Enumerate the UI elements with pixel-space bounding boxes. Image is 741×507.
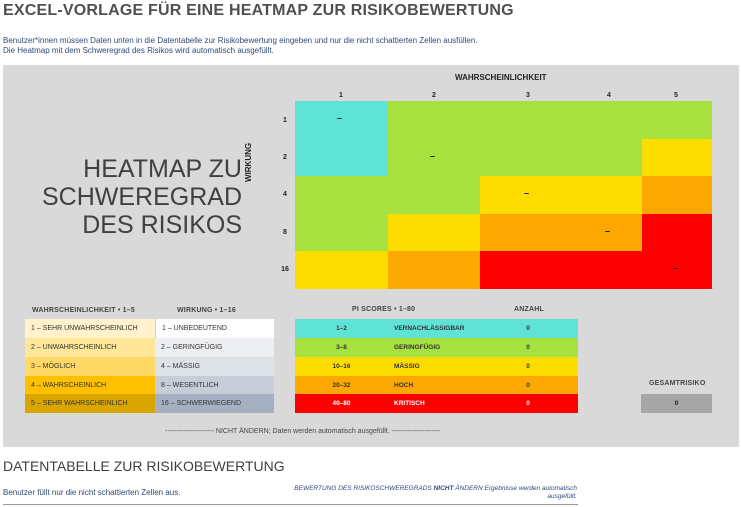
y-label-8: 8	[283, 229, 287, 236]
pi-range: 3–8	[295, 338, 388, 357]
impact-item: 8 – WESENTLICH	[155, 376, 274, 394]
impact-item: 1 – UNBEDEUTEND	[155, 319, 274, 338]
heatmap-grid: – – – – –	[295, 101, 712, 289]
heatmap-marker: –	[673, 263, 679, 273]
pi-label: MÄSSIG	[388, 357, 478, 376]
heatmap-cell	[295, 101, 388, 139]
y-axis-title: WIRKUNG	[244, 142, 253, 182]
pi-label: GERINGFÜGIG	[388, 338, 478, 357]
heatmap-marker: –	[430, 151, 436, 161]
x-axis-title: WAHRSCHEINLICHKEIT	[455, 73, 547, 82]
intro-text: Benutzer*innen müssen Daten unten in die…	[3, 36, 478, 56]
impact-item: 4 – MÄSSIG	[155, 357, 274, 376]
page-title: EXCEL-VORLAGE FÜR EINE HEATMAP ZUR RISIK…	[3, 2, 514, 19]
datatable-right-note: BEWERTUNG DES RISIKOSCHWEREGRADS NICHT Ä…	[290, 485, 577, 501]
datatable-title: DATENTABELLE ZUR RISIKOBEWERTUNG	[3, 458, 285, 474]
pi-label: VERNACHLÄSSIGBAR	[388, 319, 478, 338]
likelihood-item: 1 – SEHR UNWAHRSCHEINLICH	[25, 319, 155, 338]
heatmap-cell	[642, 214, 712, 251]
pi-label: KRITISCH	[388, 394, 478, 413]
likelihood-item: 4 – WAHRSCHEINLICH	[25, 376, 155, 394]
auto-fill-note: --------------------- NICHT ÄNDERN; Date…	[165, 428, 441, 435]
likelihood-item: 3 – MÖGLICH	[25, 357, 155, 376]
likelihood-header: WAHRSCHEINLICHKEIT • 1–5	[32, 307, 135, 314]
x-label-4: 4	[607, 92, 611, 99]
pi-range: 1–2	[295, 319, 388, 338]
heatmap-marker: –	[605, 226, 611, 236]
pi-range: 40–80	[295, 394, 388, 413]
x-label-2: 2	[432, 92, 436, 99]
heatmap-marker: –	[524, 188, 530, 198]
heatmap-cell	[295, 176, 480, 214]
heatmap-title-line-2: SCHWEREGRAD	[41, 183, 242, 211]
x-label-3: 3	[526, 92, 530, 99]
datatable-subtitle: Benutzer füllt nur die nicht schattierte…	[3, 488, 181, 497]
pi-scores-table: 1–2 VERNACHLÄSSIGBAR 0 3–8 GERINGFÜGIG 0…	[295, 319, 578, 413]
pi-scores-header: PI SCORES • 1–80	[352, 306, 416, 313]
count-header: ANZAHL	[514, 306, 544, 313]
heatmap-cell	[388, 101, 712, 139]
heatmap-cell	[295, 139, 388, 176]
impact-header: WIRKUNG • 1–16	[177, 307, 236, 314]
total-risk-header: GESAMTRISIKO	[649, 380, 706, 387]
likelihood-item: 5 – SEHR WAHRSCHEINLICH	[25, 394, 155, 413]
y-label-16: 16	[281, 266, 289, 273]
pi-count: 0	[478, 394, 578, 413]
datatable-divider	[3, 504, 578, 505]
impact-item: 16 – SCHWERWIEGEND	[155, 394, 274, 413]
right-note-post: ÄNDERN Ergebnisse werden automatisch aus…	[453, 485, 577, 500]
pi-count: 0	[478, 319, 578, 338]
pi-count: 0	[478, 357, 578, 376]
y-label-4: 4	[283, 191, 287, 198]
y-label-1: 1	[283, 117, 287, 124]
heatmap-title-line-3: DES RISIKOS	[82, 211, 242, 239]
heatmap-title: HEATMAP ZU SCHWEREGRAD DES RISIKOS	[30, 155, 242, 239]
heatmap-cell	[480, 214, 642, 251]
heatmap-cell	[480, 251, 712, 289]
pi-label: HOCH	[388, 376, 478, 394]
pi-count: 0	[478, 338, 578, 357]
pi-range: 10–16	[295, 357, 388, 376]
heatmap-cell	[295, 214, 388, 251]
legend-table: 1 – SEHR UNWAHRSCHEINLICH 2 – UNWAHRSCHE…	[25, 319, 274, 413]
intro-line-2: Die Heatmap mit dem Schweregrad des Risi…	[3, 46, 274, 55]
heatmap-cell	[388, 139, 642, 176]
right-note-pre: BEWERTUNG DES RISIKOSCHWEREGRADS	[294, 485, 434, 492]
x-label-1: 1	[339, 92, 343, 99]
heatmap-cell	[642, 139, 712, 176]
x-label-5: 5	[674, 92, 678, 99]
heatmap-cell	[388, 214, 480, 251]
impact-item: 2 – GERINGFÜGIG	[155, 338, 274, 357]
pi-count: 0	[478, 376, 578, 394]
intro-line-1: Benutzer*innen müssen Daten unten in die…	[3, 36, 478, 45]
total-risk-value: 0	[641, 394, 712, 413]
right-note-bold: NICHT	[433, 485, 454, 492]
heatmap-cell	[388, 251, 480, 289]
heatmap-cell	[295, 251, 388, 289]
pi-range: 20–32	[295, 376, 388, 394]
heatmap-marker: –	[337, 113, 343, 123]
heatmap-title-line-1: HEATMAP ZU	[83, 155, 242, 183]
y-label-2: 2	[283, 154, 287, 161]
likelihood-item: 2 – UNWAHRSCHEINLICH	[25, 338, 155, 357]
heatmap-cell	[480, 176, 642, 214]
heatmap-cell	[642, 176, 712, 214]
